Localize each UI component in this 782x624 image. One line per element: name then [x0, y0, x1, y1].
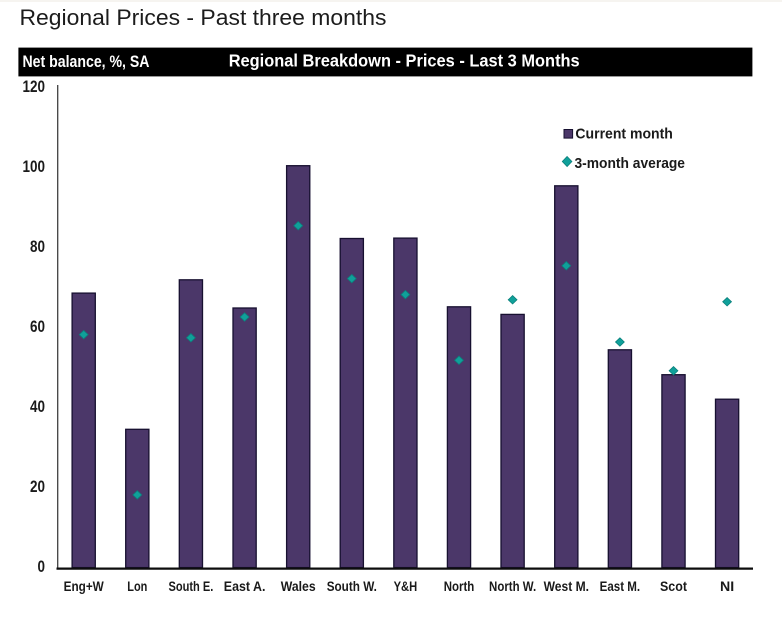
svg-text:20: 20: [30, 477, 45, 496]
svg-text:South E.: South E.: [168, 579, 213, 594]
svg-text:Eng+W: Eng+W: [64, 579, 105, 594]
svg-text:South W.: South W.: [327, 579, 377, 594]
svg-text:Wales: Wales: [281, 579, 316, 594]
svg-text:East A.: East A.: [224, 579, 266, 594]
svg-text:Regional Prices - Past three m: Regional Prices - Past three months: [20, 5, 387, 30]
svg-text:Regional Breakdown - Prices -: Regional Breakdown - Prices - Last 3 Mon…: [229, 51, 580, 71]
svg-text:Y&H: Y&H: [394, 579, 418, 594]
svg-text:40: 40: [30, 397, 45, 416]
svg-text:120: 120: [23, 77, 46, 96]
svg-text:Scot: Scot: [660, 579, 687, 594]
svg-text:North: North: [444, 579, 475, 594]
svg-text:East M.: East M.: [600, 579, 641, 594]
svg-text:West M.: West M.: [544, 579, 589, 594]
svg-text:Net balance, %, SA: Net balance, %, SA: [23, 52, 150, 71]
svg-text:NI: NI: [720, 579, 734, 594]
svg-text:Current month: Current month: [575, 125, 673, 142]
svg-text:3-month average: 3-month average: [575, 155, 686, 172]
svg-text:60: 60: [30, 317, 45, 336]
svg-text:100: 100: [23, 157, 46, 176]
svg-text:80: 80: [30, 237, 45, 256]
svg-text:Lon: Lon: [127, 579, 147, 594]
svg-text:0: 0: [38, 557, 46, 576]
svg-text:North W.: North W.: [489, 579, 536, 594]
